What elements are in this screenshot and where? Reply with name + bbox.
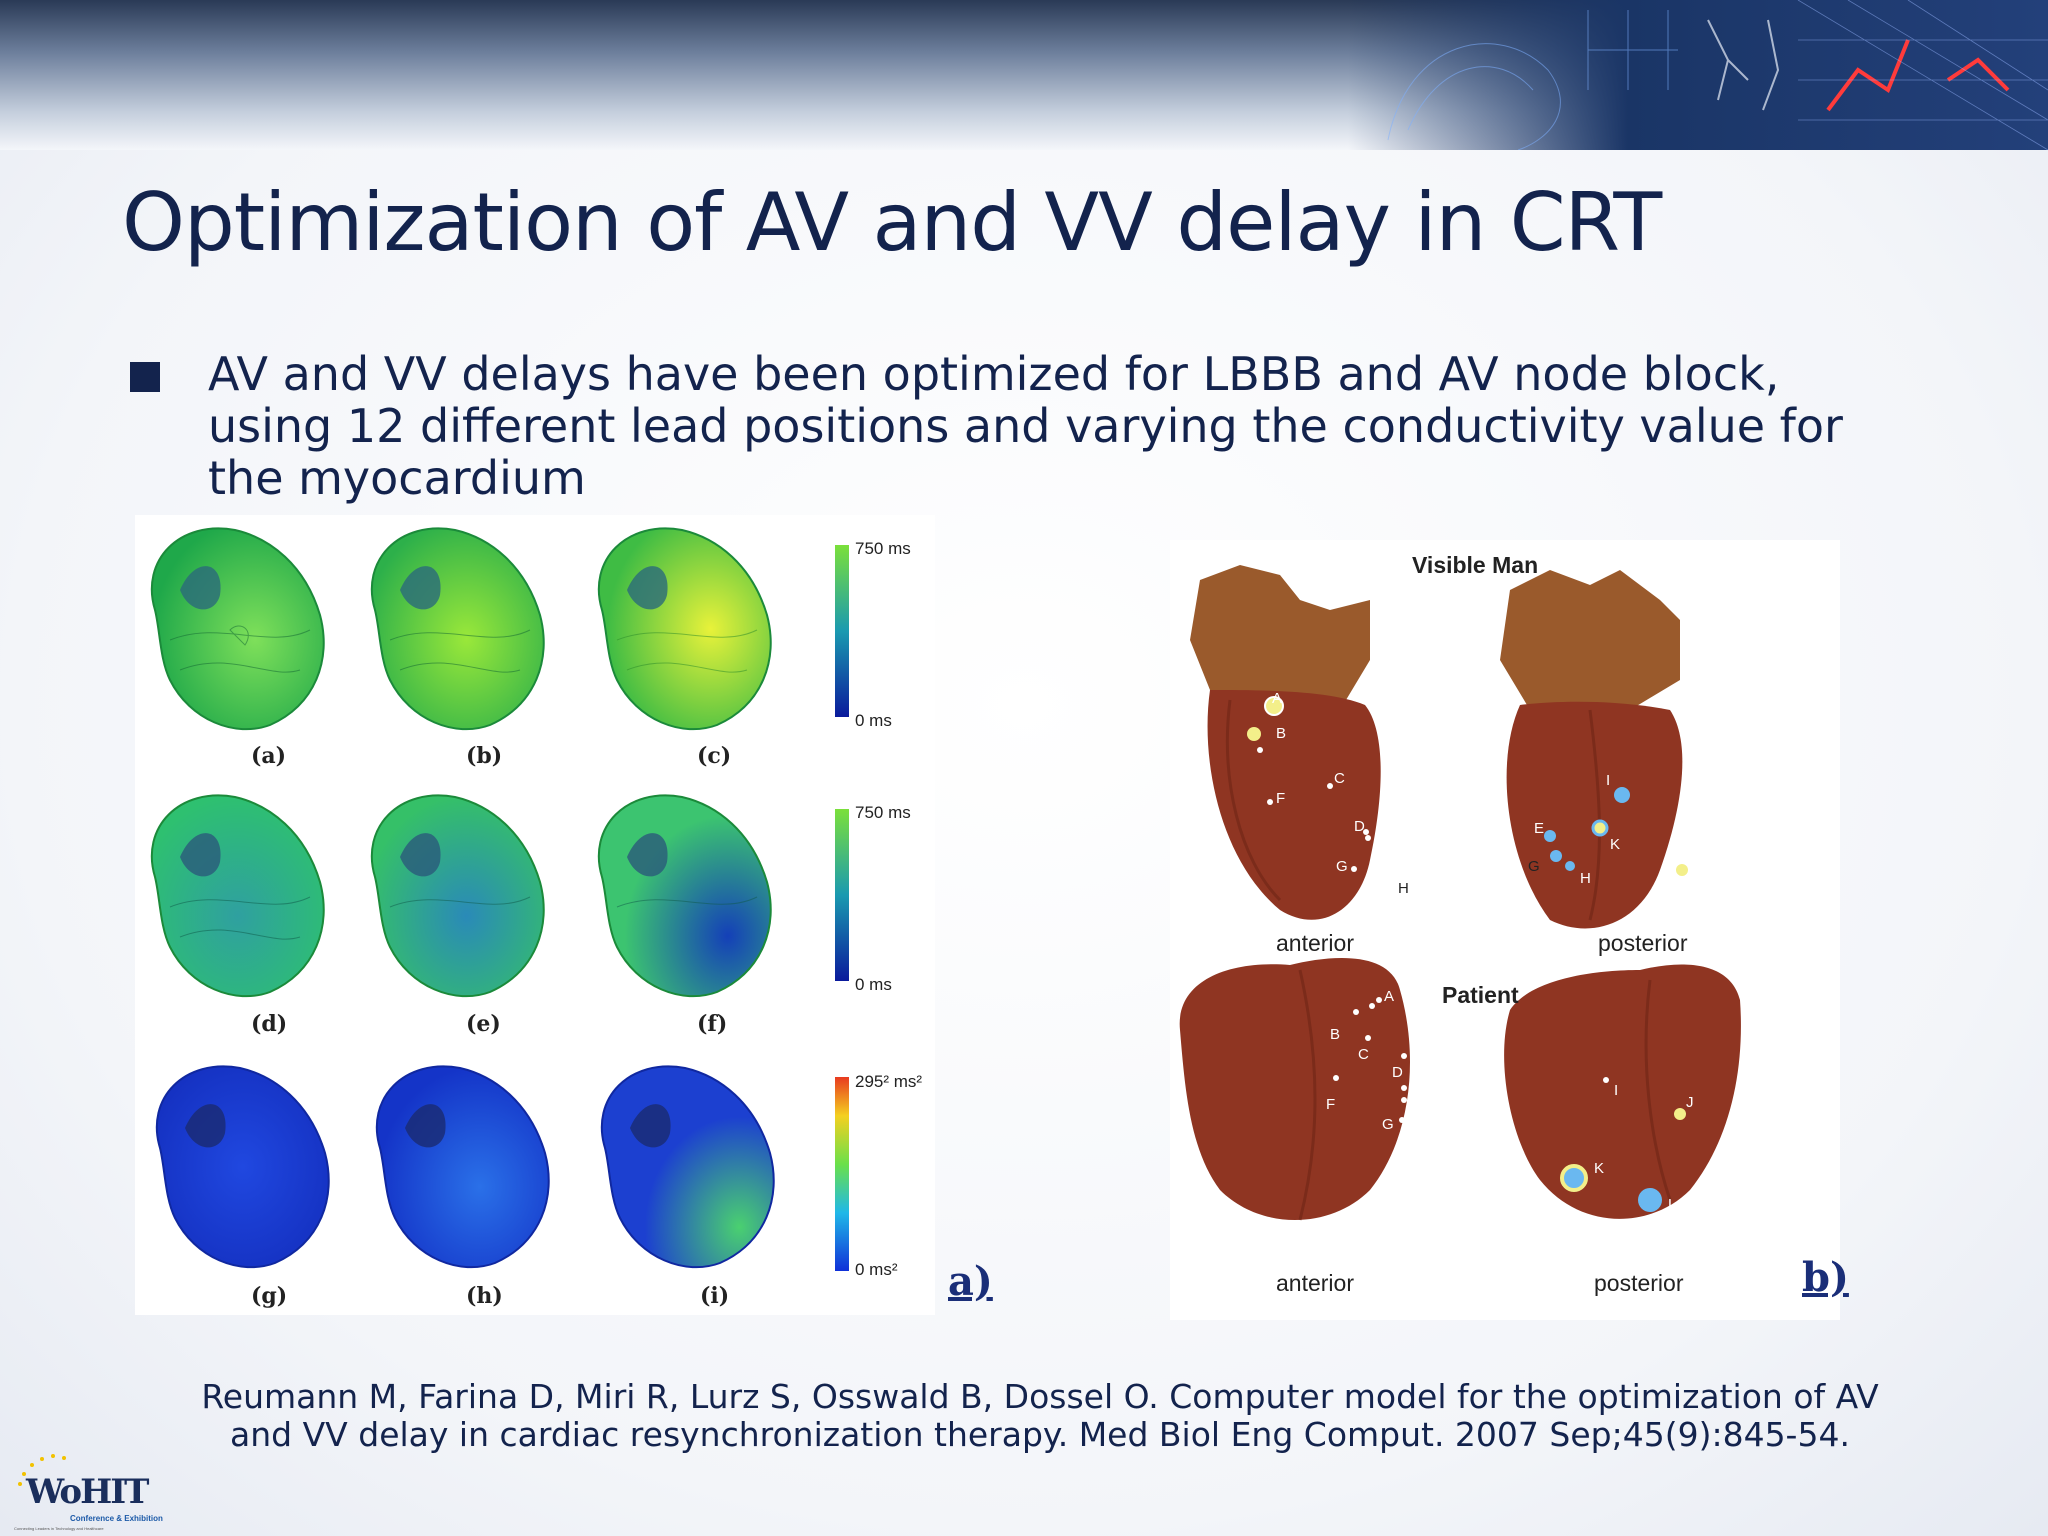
wohit-logo: WoHIT Conference & Exhibition Connecting… — [12, 1450, 163, 1532]
panel-label-d: (d) — [251, 1011, 288, 1037]
colorbar-1 — [835, 545, 849, 717]
point-label: H — [1418, 1144, 1429, 1161]
citation: Reumann M, Farina D, Miri R, Lurz S, Oss… — [180, 1378, 1900, 1454]
point-label: C — [1334, 770, 1345, 787]
point-label: L — [1680, 845, 1689, 862]
heart-pt-anterior — [1179, 957, 1410, 1221]
logo-stars-icon — [18, 1454, 66, 1486]
colorbar-3 — [835, 1077, 849, 1271]
panel-label-c: (c) — [697, 743, 732, 769]
colorbar-2-bottom-label: 0 ms — [855, 975, 892, 994]
logo-subtitle: Conference & Exhibition — [70, 1514, 163, 1523]
bullet-text: AV and VV delays have been optimized for… — [208, 347, 1843, 505]
point-label: R — [1314, 1216, 1325, 1233]
figure-a-activation-maps: (a) (b) (c) (d) (e) (f) (g) (h) (i) 750 … — [135, 515, 935, 1315]
point-label: C — [1358, 1046, 1369, 1063]
point-label: G — [1336, 858, 1348, 875]
logo-tagline: Connecting Leaders in Technology and Hea… — [14, 1526, 104, 1531]
point-label: I — [1614, 1082, 1619, 1099]
point-label: R — [1672, 894, 1683, 911]
banner-heart-imagery — [1348, 0, 2048, 150]
map-i — [600, 1065, 775, 1269]
point-label: K — [1594, 1160, 1605, 1177]
patient-title: Patient — [1442, 982, 1519, 1008]
point-label: E — [1410, 1064, 1421, 1081]
panel-label-b: (b) — [466, 743, 503, 769]
point-label: J — [1686, 1094, 1694, 1111]
pt-anterior-label: anterior — [1276, 1270, 1354, 1296]
colorbar-1-bottom-label: 0 ms — [855, 711, 892, 730]
point-label: H — [1580, 870, 1591, 887]
point-label: K — [1610, 836, 1621, 853]
panel-label-i: (i) — [700, 1283, 730, 1309]
figure-a-graphic — [150, 527, 849, 1271]
point-label: A — [1384, 988, 1395, 1005]
heart-vm-anterior — [1190, 565, 1381, 920]
map-b — [370, 527, 545, 731]
citation-line-1: Reumann M, Farina D, Miri R, Lurz S, Oss… — [201, 1377, 1879, 1416]
panel-label-g: (g) — [251, 1283, 288, 1309]
point-label: B — [1276, 725, 1287, 742]
figure-b-lead-positions: Visible Man anterior posterior Patient a… — [1170, 540, 1840, 1320]
map-d — [150, 794, 325, 998]
panel-label-e: (e) — [466, 1011, 501, 1037]
map-a — [150, 527, 325, 731]
colorbar-1-top-label: 750 ms — [855, 539, 911, 558]
point-label: L — [1668, 1196, 1677, 1213]
point-label: D — [1354, 818, 1365, 835]
point-label: G — [1382, 1116, 1394, 1133]
bullet-square-icon — [130, 362, 160, 392]
panel-label-a: (a) — [251, 743, 287, 769]
citation-line-2: and VV delay in cardiac resynchronizatio… — [230, 1415, 1850, 1454]
heart-vm-posterior — [1500, 570, 1683, 929]
point-label: H — [1398, 880, 1409, 897]
point-label: A — [1272, 690, 1283, 707]
logo-wordmark: WoHIT — [26, 1472, 149, 1512]
slide-title: Optimization of AV and VV delay in CRT — [122, 176, 1662, 269]
point-label: F — [1326, 1096, 1336, 1113]
map-g — [155, 1065, 330, 1269]
figure-a-tag: a) — [948, 1258, 993, 1305]
point-label: G — [1528, 858, 1540, 875]
colorbar-3-top-label: 295² ms² — [855, 1072, 923, 1091]
visible-man-title: Visible Man — [1412, 552, 1539, 578]
colorbar-2-top-label: 750 ms — [855, 803, 911, 822]
colorbar-3-bottom-label: 0 ms² — [855, 1260, 898, 1279]
figure-b-graphic — [1179, 565, 1741, 1221]
point-label: I — [1606, 772, 1611, 789]
map-e — [370, 794, 545, 998]
point-label: B — [1330, 1026, 1341, 1043]
vm-anterior-label: anterior — [1276, 930, 1354, 956]
point-label: J — [1690, 762, 1698, 779]
point-label: D — [1392, 1064, 1403, 1081]
panel-label-h: (h) — [466, 1283, 503, 1309]
heart-pt-posterior — [1504, 964, 1741, 1219]
map-f — [597, 794, 772, 998]
panel-label-f: (f) — [697, 1011, 728, 1037]
point-label: E — [1388, 822, 1399, 839]
colorbar-2 — [835, 809, 849, 981]
point-label: E — [1534, 820, 1545, 837]
vm-posterior-label: posterior — [1598, 930, 1688, 956]
map-c — [597, 527, 772, 731]
header-banner — [0, 0, 2048, 150]
pt-posterior-label: posterior — [1594, 1270, 1684, 1296]
figure-b-tag: b) — [1802, 1254, 1849, 1301]
point-label: F — [1276, 790, 1286, 807]
map-h — [375, 1065, 550, 1269]
